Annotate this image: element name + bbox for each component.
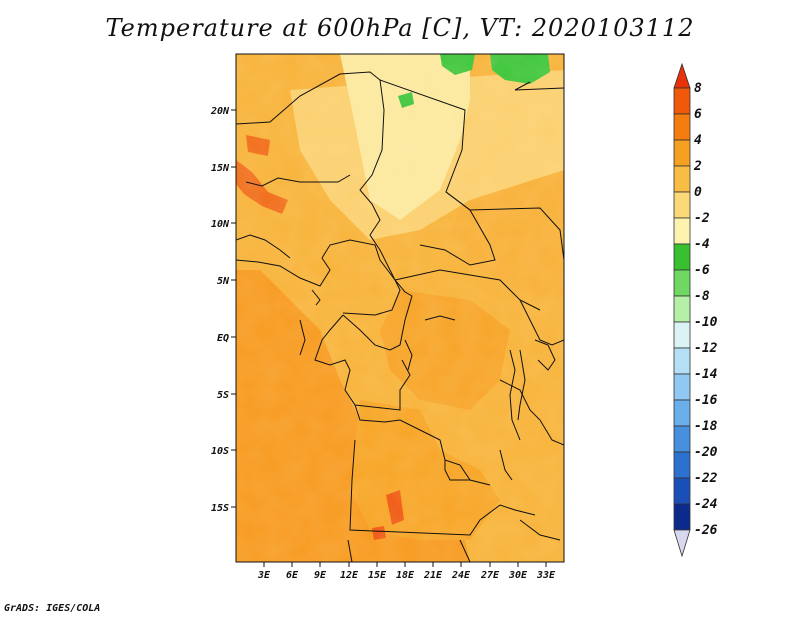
colorbar-swatch <box>673 191 691 219</box>
colorbar-swatch <box>673 113 691 141</box>
lat-label-5s: 5S <box>217 390 229 401</box>
lon-axis: 3E 6E 9E 12E 15E 18E 21E 24E 27E 30E 33E <box>257 562 556 581</box>
colorbar-swatch <box>673 477 691 505</box>
lon-label-21e: 21E <box>423 570 443 581</box>
lon-label-27e: 27E <box>480 570 500 581</box>
lon-label-18e: 18E <box>396 570 415 581</box>
colorbar-label: 2 <box>693 159 702 174</box>
colorbar-swatch <box>673 373 691 401</box>
lon-label-30e: 30E <box>508 570 528 581</box>
lon-label-3e: 3E <box>257 570 271 581</box>
colorbar-swatch <box>673 217 691 245</box>
lat-label-15n: 15N <box>211 163 230 174</box>
colorbar-swatch <box>673 295 691 323</box>
lat-label-15s: 15S <box>211 503 229 514</box>
colorbar-label: 4 <box>694 133 702 148</box>
colorbar-swatch <box>673 425 691 453</box>
lat-label-10s: 10S <box>211 446 229 457</box>
colorbar-bottom-arrow <box>673 529 691 558</box>
colorbar-label: -26 <box>694 523 718 538</box>
country-borders <box>236 71 564 562</box>
colorbar-label: -18 <box>694 419 718 434</box>
colorbar-label: -2 <box>694 211 710 226</box>
colorbar-swatch <box>673 165 691 193</box>
lon-label-33e: 33E <box>536 570 556 581</box>
lat-label-10n: 10N <box>211 219 230 230</box>
lat-axis: 20N 15N 10N 5N EQ 5S 10S 15S <box>210 106 236 514</box>
footer-credit: GrADS: IGES/COLA <box>4 603 101 614</box>
lon-label-15e: 15E <box>368 570 387 581</box>
colorbar-label: -10 <box>694 315 718 330</box>
colorbar-swatch <box>673 321 691 349</box>
colorbar-label: -12 <box>694 341 718 356</box>
lat-label-20n: 20N <box>210 106 230 117</box>
lon-label-6e: 6E <box>286 570 299 581</box>
colorbar-swatch <box>673 139 691 167</box>
colorbar-label: 6 <box>694 107 702 122</box>
colorbar-label: -6 <box>694 263 710 278</box>
colorbar: 8 6 4 2 0 -2 -4 -6 -8 -10 -12 -14 -16 -1… <box>673 62 718 558</box>
colorbar-label: -14 <box>694 367 718 382</box>
colorbar-label: -20 <box>694 445 718 460</box>
colorbar-label: -4 <box>694 237 710 252</box>
colorbar-swatch <box>673 243 691 271</box>
colorbar-swatch <box>673 399 691 427</box>
lon-label-9e: 9E <box>314 570 327 581</box>
colorbar-swatch <box>673 503 691 531</box>
colorbar-label: 0 <box>694 185 702 200</box>
colorbar-label: -22 <box>694 471 718 486</box>
colorbar-label: -24 <box>694 497 718 512</box>
colorbar-label: 8 <box>694 81 702 96</box>
lat-label-5n: 5N <box>217 276 230 287</box>
lon-label-24e: 24E <box>451 570 471 581</box>
colorbar-swatch <box>673 451 691 479</box>
colorbar-swatch <box>673 347 691 375</box>
plot-frame <box>235 53 565 563</box>
lat-label-eq: EQ <box>217 333 229 344</box>
colorbar-label: -16 <box>694 393 718 408</box>
map-title: Temperature at 600hPa [C], VT: 202010311… <box>105 14 695 42</box>
colorbar-swatch <box>673 87 691 115</box>
lon-label-12e: 12E <box>340 570 359 581</box>
colorbar-label: -8 <box>694 289 710 304</box>
colorbar-top-arrow <box>673 62 691 89</box>
colorbar-swatch <box>673 269 691 297</box>
temperature-field <box>236 54 564 562</box>
